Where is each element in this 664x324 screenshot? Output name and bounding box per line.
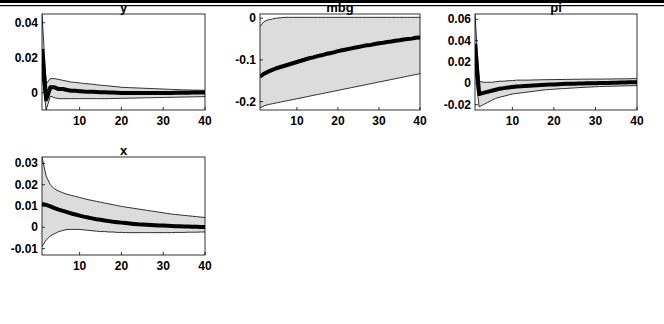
y-tick-label: 0: [464, 76, 471, 90]
y-tick-label: 0.01: [15, 199, 39, 213]
panel: -0.2 -0.1 0 10 20 30 40 mbg: [235, 0, 427, 128]
y-tick: [42, 227, 45, 228]
x-tick-label: 40: [413, 114, 427, 128]
panel: -0.01 0 0.01 0.02 0.03 10 20 30 40 x: [11, 143, 212, 273]
confidence-band: [260, 17, 420, 108]
x-tick-label: 10: [506, 114, 520, 128]
x-tick: [163, 252, 164, 255]
y-tick-label: 0.06: [448, 12, 472, 26]
x-tick-label: 20: [331, 114, 345, 128]
x-tick: [163, 107, 164, 110]
panel-title: x: [120, 143, 128, 158]
x-tick-label: 40: [198, 114, 212, 128]
y-tick-label: -0.01: [11, 242, 39, 256]
y-tick-label: 0.04: [15, 16, 39, 30]
band-edge: [42, 229, 205, 246]
y-tick: [475, 83, 478, 84]
x-tick: [595, 107, 596, 110]
band-edge: [260, 17, 420, 26]
panel-title: mbg: [326, 0, 354, 15]
x-tick: [512, 107, 513, 110]
y-tick: [260, 101, 263, 102]
x-tick-label: 30: [589, 114, 603, 128]
x-tick-label: 20: [115, 114, 129, 128]
y-tick: [475, 62, 478, 63]
figure: 00.020.0410203040y-0.2-0.1010203040mbg-0…: [0, 0, 664, 324]
x-tick: [121, 107, 122, 110]
band-edge: [42, 14, 205, 90]
y-tick: [42, 206, 45, 207]
plot-area: [42, 14, 205, 110]
x-tick-label: 40: [630, 114, 644, 128]
x-tick-label: 20: [547, 114, 561, 128]
band-edge: [42, 157, 205, 218]
y-tick-label: -0.02: [444, 98, 472, 112]
median-line: [260, 37, 420, 76]
x-tick-label: 10: [73, 114, 87, 128]
y-tick: [260, 59, 263, 60]
x-tick: [79, 107, 80, 110]
y-tick: [475, 104, 478, 105]
median-line: [42, 204, 205, 227]
axes-frame: [42, 157, 205, 255]
x-tick: [378, 107, 379, 110]
median-line: [42, 49, 205, 100]
x-tick-label: 40: [198, 259, 212, 273]
y-tick-label: 0.02: [448, 55, 472, 69]
y-tick-label: 0: [31, 86, 38, 100]
y-tick: [42, 163, 45, 164]
x-tick: [121, 252, 122, 255]
confidence-band: [475, 14, 637, 107]
panel-title: pi: [550, 0, 562, 15]
x-tick: [205, 107, 206, 110]
axes-frame: [260, 14, 420, 110]
x-tick-label: 10: [290, 114, 304, 128]
median-line: [475, 44, 637, 94]
y-tick: [42, 184, 45, 185]
x-tick-label: 10: [73, 259, 87, 273]
confidence-band: [42, 14, 205, 110]
x-tick: [296, 107, 297, 110]
axes-frame: [475, 14, 637, 110]
band-edge: [475, 14, 637, 82]
y-tick-label: 0.03: [15, 156, 39, 170]
y-tick: [42, 22, 45, 23]
panel-title: y: [120, 0, 128, 15]
y-tick: [42, 248, 45, 249]
y-tick-label: -0.1: [235, 53, 256, 67]
background: [0, 0, 664, 324]
x-tick: [553, 107, 554, 110]
y-tick-label: -0.2: [235, 95, 256, 109]
x-tick: [337, 107, 338, 110]
panel: -0.02 0 0.02 0.04 0.06 10 20 30 40 pi: [444, 0, 644, 128]
y-tick-label: 0.02: [15, 51, 39, 65]
y-tick-label: 0: [31, 220, 38, 234]
plot-area: [260, 17, 420, 108]
confidence-band: [42, 157, 205, 246]
y-tick: [260, 18, 263, 19]
y-tick-label: 0.02: [15, 178, 39, 192]
plot-area: [42, 157, 205, 246]
y-tick: [42, 92, 45, 93]
y-tick-label: 0: [249, 11, 256, 25]
y-tick: [475, 19, 478, 20]
axes-frame: [42, 14, 205, 110]
y-tick: [475, 40, 478, 41]
x-tick: [637, 107, 638, 110]
x-tick: [420, 107, 421, 110]
x-tick: [205, 252, 206, 255]
x-tick-label: 30: [157, 114, 171, 128]
x-tick-label: 30: [372, 114, 386, 128]
x-tick-label: 30: [157, 259, 171, 273]
x-tick: [79, 252, 80, 255]
y-tick: [42, 57, 45, 58]
y-tick-label: 0.04: [448, 34, 472, 48]
band-edge: [260, 74, 420, 108]
plot-area: [475, 14, 637, 107]
x-tick-label: 20: [115, 259, 129, 273]
panel: 0 0.02 0.04 10 20 30 40 y: [15, 0, 212, 128]
